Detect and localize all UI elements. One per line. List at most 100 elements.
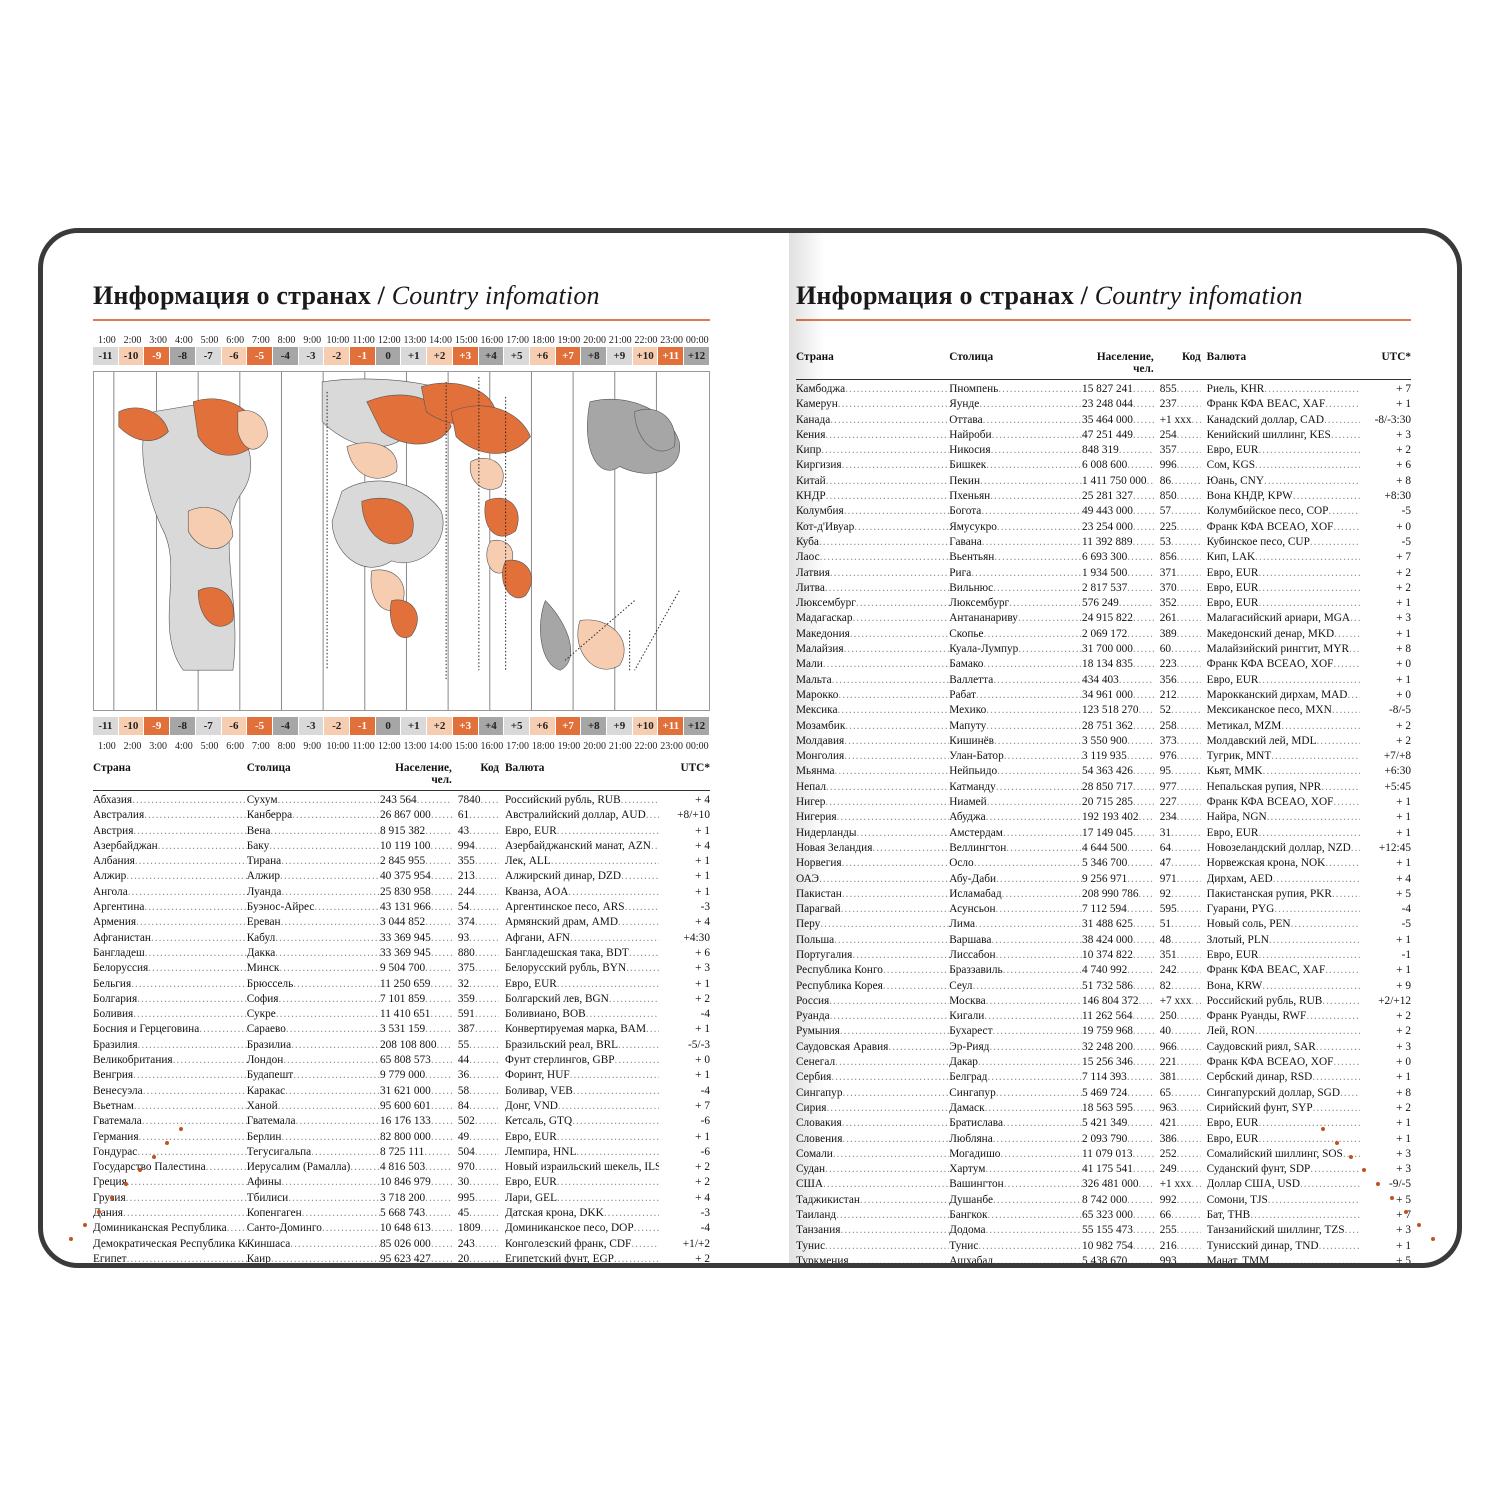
utc-offset-cell-+4[interactable]: +4 bbox=[479, 347, 505, 365]
table-row[interactable]: Литва ..................................… bbox=[796, 581, 1411, 596]
table-row[interactable]: Россия .................................… bbox=[796, 994, 1411, 1009]
table-row[interactable]: Кипр ...................................… bbox=[796, 443, 1411, 458]
table-row[interactable]: Китай ..................................… bbox=[796, 474, 1411, 489]
table-row[interactable]: Камерун ................................… bbox=[796, 397, 1411, 412]
table-row[interactable]: Румыния ................................… bbox=[796, 1024, 1411, 1039]
table-row[interactable]: Норвегия ...............................… bbox=[796, 856, 1411, 871]
utc-offset-cell--9[interactable]: -9 bbox=[144, 717, 170, 735]
table-row[interactable]: Тунис ..................................… bbox=[796, 1239, 1411, 1254]
table-row[interactable]: Демократическая Республика Конго .......… bbox=[93, 1237, 710, 1252]
utc-offset-cell--10[interactable]: -10 bbox=[119, 347, 145, 365]
utc-offset-cell-+4[interactable]: +4 bbox=[479, 717, 505, 735]
utc-offset-cell--11[interactable]: -11 bbox=[93, 347, 119, 365]
utc-offset-cell--1[interactable]: -1 bbox=[350, 347, 376, 365]
table-row[interactable]: Греция .................................… bbox=[93, 1175, 710, 1190]
table-row[interactable]: Афганистан .............................… bbox=[93, 931, 710, 946]
table-row[interactable]: Боливия ................................… bbox=[93, 1007, 710, 1022]
utc-offset-cell--11[interactable]: -11 bbox=[93, 717, 119, 735]
utc-offset-cell-+3[interactable]: +3 bbox=[453, 717, 479, 735]
utc-offset-cell--9[interactable]: -9 bbox=[144, 347, 170, 365]
table-row[interactable]: Кот-д'Ивуар ............................… bbox=[796, 520, 1411, 535]
utc-offset-cell-+3[interactable]: +3 bbox=[453, 347, 479, 365]
table-row[interactable]: Гватемала ..............................… bbox=[93, 1114, 710, 1129]
utc-offset-cell--8[interactable]: -8 bbox=[170, 717, 196, 735]
utc-offset-cell--8[interactable]: -8 bbox=[170, 347, 196, 365]
table-row[interactable]: Государство Палестина ..................… bbox=[93, 1160, 710, 1175]
table-row[interactable]: Новая Зеландия .........................… bbox=[796, 841, 1411, 856]
table-row[interactable]: Мексика ................................… bbox=[796, 703, 1411, 718]
tz-offset-labels-bottom[interactable]: -11 -10 -9 -8 -7 -6 -5 -4 -3 -2 -1 0 +1 +2 +3 +4 +5 +6 +7 +… bbox=[93, 717, 710, 735]
table-row[interactable]: Сербия .................................… bbox=[796, 1070, 1411, 1085]
table-row[interactable]: Замбия .................................… bbox=[93, 1267, 710, 1268]
country-table-body-right[interactable]: Камбоджа ...............................… bbox=[796, 382, 1411, 1268]
table-row[interactable]: Бразилия ...............................… bbox=[93, 1038, 710, 1053]
utc-offset-cell--6[interactable]: -6 bbox=[222, 347, 248, 365]
utc-offset-cell-+8[interactable]: +8 bbox=[581, 717, 607, 735]
table-row[interactable]: Мьянма .................................… bbox=[796, 764, 1411, 779]
table-row[interactable]: Киргизия ...............................… bbox=[796, 458, 1411, 473]
utc-offset-cell-+10[interactable]: +10 bbox=[633, 717, 659, 735]
table-row[interactable]: Алжир ..................................… bbox=[93, 869, 710, 884]
table-row[interactable]: Словения ...............................… bbox=[796, 1132, 1411, 1147]
utc-offset-cell--4[interactable]: -4 bbox=[273, 717, 299, 735]
table-row[interactable]: Польша .................................… bbox=[796, 933, 1411, 948]
utc-offset-cell-+1[interactable]: +1 bbox=[401, 347, 427, 365]
table-row[interactable]: Мали ...................................… bbox=[796, 657, 1411, 672]
utc-offset-cell--10[interactable]: -10 bbox=[119, 717, 145, 735]
table-row[interactable]: Белоруссия .............................… bbox=[93, 961, 710, 976]
utc-offset-cell--5[interactable]: -5 bbox=[247, 347, 273, 365]
table-row[interactable]: Молдавия ...............................… bbox=[796, 734, 1411, 749]
table-row[interactable]: Туркмения ..............................… bbox=[796, 1254, 1411, 1268]
utc-offset-cell-+1[interactable]: +1 bbox=[401, 717, 427, 735]
table-row[interactable]: Бельгия ................................… bbox=[93, 977, 710, 992]
utc-offset-cell--4[interactable]: -4 bbox=[273, 347, 299, 365]
table-row[interactable]: США ....................................… bbox=[796, 1177, 1411, 1192]
utc-offset-cell-+5[interactable]: +5 bbox=[504, 347, 530, 365]
table-row[interactable]: Венгрия ................................… bbox=[93, 1068, 710, 1083]
table-row[interactable]: Германия ...............................… bbox=[93, 1130, 710, 1145]
utc-offset-cell-+10[interactable]: +10 bbox=[633, 347, 659, 365]
utc-offset-cell-+7[interactable]: +7 bbox=[556, 347, 582, 365]
utc-offset-cell-+6[interactable]: +6 bbox=[530, 347, 556, 365]
table-row[interactable]: Люксембург .............................… bbox=[796, 596, 1411, 611]
table-row[interactable]: Марокко ................................… bbox=[796, 688, 1411, 703]
table-row[interactable]: Куба ...................................… bbox=[796, 535, 1411, 550]
table-row[interactable]: Португалия .............................… bbox=[796, 948, 1411, 963]
utc-offset-cell-0[interactable]: 0 bbox=[376, 717, 402, 735]
table-row[interactable]: Дания ..................................… bbox=[93, 1206, 710, 1221]
table-row[interactable]: Танзания ...............................… bbox=[796, 1223, 1411, 1238]
table-row[interactable]: Грузия .................................… bbox=[93, 1191, 710, 1206]
utc-offset-cell--7[interactable]: -7 bbox=[196, 347, 222, 365]
table-row[interactable]: Судан ..................................… bbox=[796, 1162, 1411, 1177]
table-row[interactable]: Нигер ..................................… bbox=[796, 795, 1411, 810]
table-row[interactable]: Босния и Герцеговина ...................… bbox=[93, 1022, 710, 1037]
table-row[interactable]: Перу ...................................… bbox=[796, 917, 1411, 932]
table-row[interactable]: Сингапур ...............................… bbox=[796, 1086, 1411, 1101]
table-row[interactable]: Абхазия ................................… bbox=[93, 793, 710, 808]
table-row[interactable]: Колумбия ...............................… bbox=[796, 504, 1411, 519]
utc-offset-cell-+2[interactable]: +2 bbox=[427, 717, 453, 735]
utc-offset-cell--3[interactable]: -3 bbox=[299, 717, 325, 735]
utc-offset-cell--2[interactable]: -2 bbox=[324, 347, 350, 365]
table-row[interactable]: Австралия ..............................… bbox=[93, 808, 710, 823]
utc-offset-cell--5[interactable]: -5 bbox=[247, 717, 273, 735]
table-row[interactable]: Венесуэла ..............................… bbox=[93, 1084, 710, 1099]
table-row[interactable]: Египет .................................… bbox=[93, 1252, 710, 1267]
table-row[interactable]: Республика Конго .......................… bbox=[796, 963, 1411, 978]
table-row[interactable]: Канада .................................… bbox=[796, 413, 1411, 428]
country-table-body-left[interactable]: Абхазия ................................… bbox=[93, 793, 710, 1268]
table-row[interactable]: Парагвай ...............................… bbox=[796, 902, 1411, 917]
table-row[interactable]: Монголия ...............................… bbox=[796, 749, 1411, 764]
table-row[interactable]: Доминиканская Республика ...............… bbox=[93, 1221, 710, 1236]
table-row[interactable]: Ангола .................................… bbox=[93, 885, 710, 900]
table-row[interactable]: Армения ................................… bbox=[93, 915, 710, 930]
utc-offset-cell-+2[interactable]: +2 bbox=[427, 347, 453, 365]
table-row[interactable]: КНДР ...................................… bbox=[796, 489, 1411, 504]
table-row[interactable]: Великобритания .........................… bbox=[93, 1053, 710, 1068]
table-row[interactable]: ОАЭ ....................................… bbox=[796, 872, 1411, 887]
utc-offset-cell--2[interactable]: -2 bbox=[324, 717, 350, 735]
utc-offset-cell--1[interactable]: -1 bbox=[350, 717, 376, 735]
utc-offset-cell-+6[interactable]: +6 bbox=[530, 717, 556, 735]
utc-offset-cell-+11[interactable]: +11 bbox=[658, 347, 684, 365]
table-row[interactable]: Словакия ...............................… bbox=[796, 1116, 1411, 1131]
